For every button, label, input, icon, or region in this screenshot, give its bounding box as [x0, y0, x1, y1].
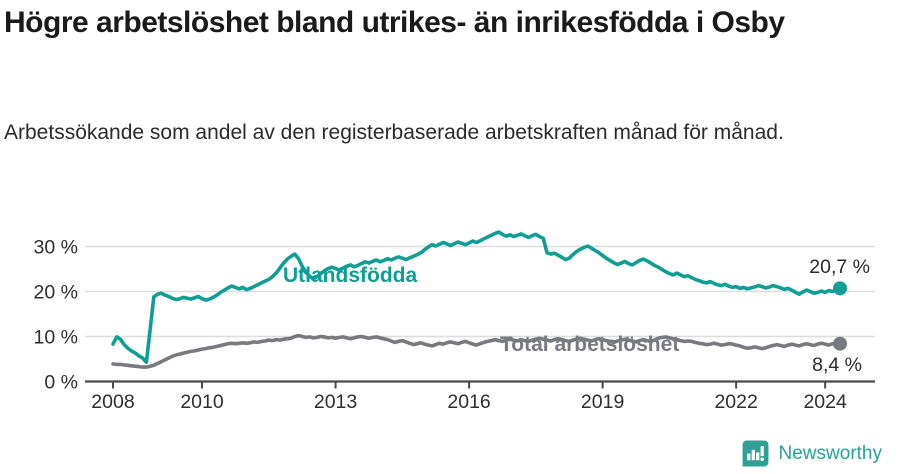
newsworthy-logo-icon [742, 440, 768, 467]
brand-name: Newsworthy [778, 442, 882, 464]
footer-branding: Newsworthy [741, 439, 882, 468]
y-tick-label: 10 % [34, 327, 78, 349]
y-tick-label: 20 % [34, 282, 78, 304]
chart-subtitle: Arbetssökande som andel av den registerb… [4, 121, 784, 144]
series-label-total-arbetsloshet: Total arbetslöshet [500, 333, 679, 356]
x-tick-label: 2010 [180, 391, 224, 413]
x-tick-label: 2024 [803, 391, 847, 413]
page-title: Högre arbetslöshet bland utrikes- än inr… [4, 6, 785, 39]
x-tick-label: 2008 [91, 391, 134, 413]
x-tick-label: 2013 [314, 391, 357, 413]
series-end-dot-utlandsfodda [833, 281, 847, 296]
x-tick-label: 2019 [581, 391, 624, 413]
series-line-utlandsfodda [111, 230, 842, 364]
series-line-total-arbetsloshet [111, 333, 842, 369]
series-end-value-total-arbetsloshet: 8,4 % [812, 354, 862, 376]
y-tick-label: 0 % [44, 372, 78, 394]
series-label-utlandsfodda: Utlandsfödda [283, 264, 417, 287]
x-tick-label: 2016 [447, 391, 490, 413]
x-tick-label: 2022 [714, 391, 757, 413]
series-end-dot-total-arbetsloshet [833, 336, 847, 351]
series-end-value-utlandsfodda: 20,7 % [809, 256, 870, 278]
y-tick-label: 30 % [34, 237, 78, 259]
